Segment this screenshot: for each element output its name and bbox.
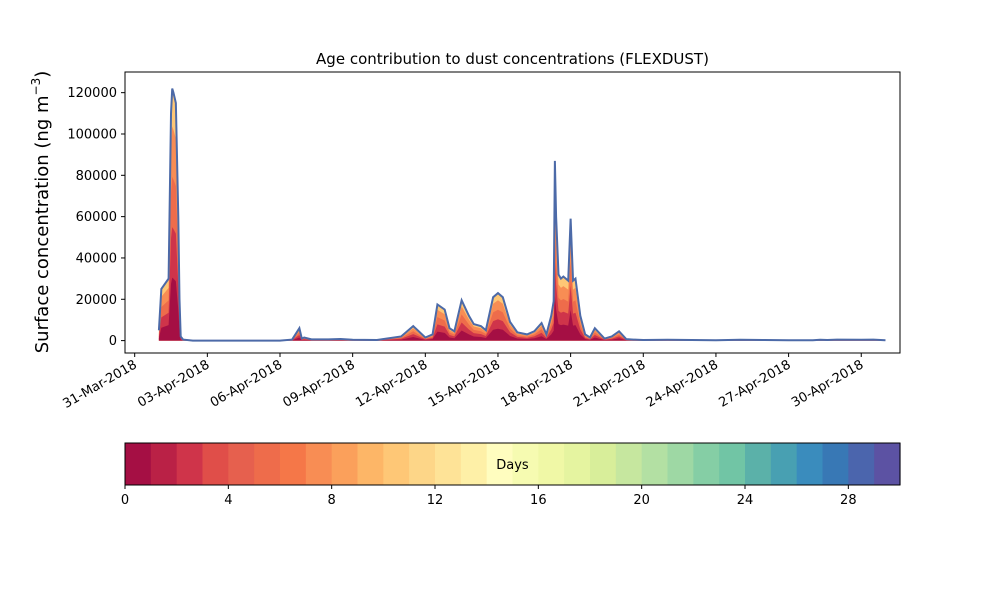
colorbar-swatch xyxy=(202,443,229,485)
colorbar-swatch xyxy=(796,443,824,485)
chart-title: Age contribution to dust concentrations … xyxy=(316,50,709,68)
colorbar-tick-label: 28 xyxy=(840,493,857,508)
colorbar-ticks: 0 4 8 12 16 20 24 28 xyxy=(121,485,857,508)
y-tick-label: 120000 xyxy=(67,86,117,101)
colorbar-swatch xyxy=(435,443,462,485)
colorbar-frame xyxy=(124,442,901,486)
colorbar-swatch xyxy=(615,443,643,485)
y-axis-label-close: ) xyxy=(32,71,53,78)
colorbar-swatch xyxy=(383,443,410,485)
colorbar-swatch xyxy=(538,443,565,485)
y-tick-label: 60000 xyxy=(76,210,117,225)
colorbar-tick-label: 16 xyxy=(530,493,547,508)
colorbar-tick-label: 20 xyxy=(633,493,650,508)
y-tick-label: 40000 xyxy=(76,251,117,266)
colorbar-swatch xyxy=(590,443,617,485)
colorbar-swatch xyxy=(719,443,746,485)
colorbar-swatch xyxy=(874,443,901,485)
colorbar-swatch xyxy=(770,443,798,485)
total-outline xyxy=(157,88,886,342)
colorbar-swatch xyxy=(667,443,694,485)
colorbar-swatch xyxy=(150,443,178,485)
y-tick-label: 100000 xyxy=(67,127,117,142)
y-tick-label: 20000 xyxy=(76,293,117,308)
colorbar-swatch xyxy=(848,443,875,485)
colorbar-tick-label: 12 xyxy=(427,493,444,508)
colorbar-tick-label: 4 xyxy=(224,493,232,508)
colorbar-swatch xyxy=(331,443,359,485)
colorbar-tick-label: 0 xyxy=(121,493,129,508)
colorbar-swatch xyxy=(176,443,204,485)
colorbar-swatch xyxy=(280,443,307,485)
colorbar-swatch xyxy=(693,443,720,485)
colorbar-swatch xyxy=(745,443,772,485)
colorbar-swatch xyxy=(641,443,669,485)
y-ticks: 0 20000 40000 60000 80000 100000 120000 xyxy=(67,86,125,349)
colorbar-swatch xyxy=(409,443,436,485)
colorbar-swatch xyxy=(486,443,514,485)
colorbar-swatches xyxy=(125,443,901,485)
y-tick-label: 80000 xyxy=(76,169,117,184)
colorbar-tick-label: 8 xyxy=(328,493,336,508)
colorbar-swatch xyxy=(305,443,333,485)
colorbar-tick-label: 24 xyxy=(737,493,754,508)
colorbar-swatch xyxy=(228,443,255,485)
colorbar-swatch xyxy=(125,443,152,485)
colorbar-swatch xyxy=(564,443,591,485)
colorbar-swatch xyxy=(357,443,384,485)
y-axis-label-main: Surface concentration (ng m xyxy=(32,95,53,353)
y-axis-label: Surface concentration (ng m−3) xyxy=(29,71,53,354)
colorbar-swatch xyxy=(512,443,539,485)
y-axis-label-exp: −3 xyxy=(29,78,43,96)
plot-frame xyxy=(124,71,901,354)
colorbar-swatch xyxy=(460,443,488,485)
colorbar-label: Days xyxy=(496,458,529,473)
y-tick-label: 0 xyxy=(109,334,117,349)
colorbar-swatch xyxy=(822,443,849,485)
colorbar: Days 0 4 8 12 16 20 24 28 xyxy=(121,442,901,508)
colorbar-swatch xyxy=(254,443,281,485)
